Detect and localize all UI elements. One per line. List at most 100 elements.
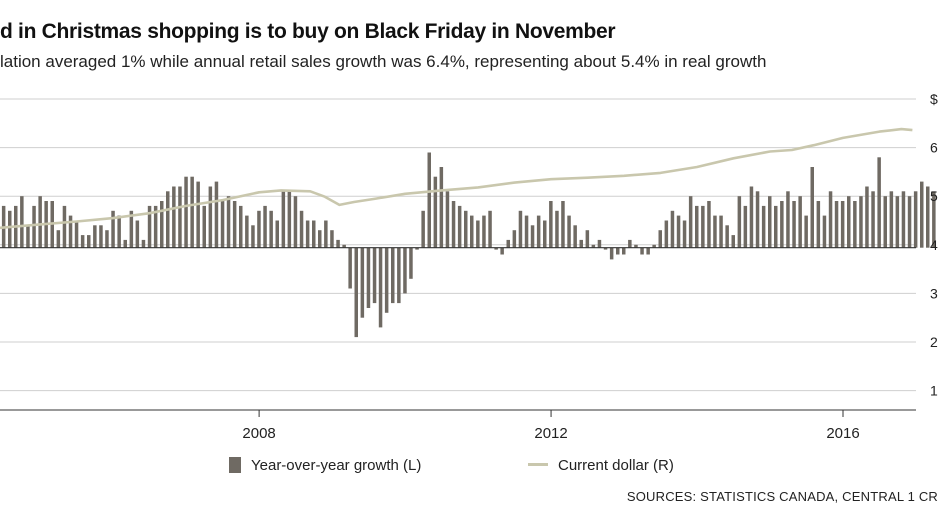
bar xyxy=(859,196,863,248)
right-axis-label: 1 xyxy=(930,383,938,399)
bar xyxy=(701,205,705,248)
bar xyxy=(366,247,371,308)
legend-line-label: Current dollar (R) xyxy=(558,457,674,474)
bar xyxy=(403,247,407,294)
bar xyxy=(628,239,632,248)
bar xyxy=(299,210,304,248)
bar xyxy=(439,167,444,248)
bar xyxy=(737,196,742,248)
bar xyxy=(287,191,292,248)
bar xyxy=(32,205,36,248)
bar xyxy=(105,230,109,248)
bar xyxy=(877,157,881,248)
gridlines xyxy=(0,98,916,392)
bar xyxy=(883,196,887,248)
bar xyxy=(561,201,565,248)
bar xyxy=(135,220,140,248)
bar xyxy=(840,201,845,248)
bar xyxy=(166,191,170,248)
bar xyxy=(524,215,529,248)
bar xyxy=(853,201,857,248)
bar xyxy=(688,196,693,248)
bar xyxy=(828,191,833,248)
bar xyxy=(616,247,620,255)
bar xyxy=(871,191,875,248)
right-axis: $6 5 4 3 2 1 xyxy=(930,91,938,399)
bar xyxy=(926,186,930,248)
bar xyxy=(536,215,541,248)
bar xyxy=(433,176,438,248)
bar xyxy=(865,186,869,248)
chart-title: d in Christmas shopping is to buy on Bla… xyxy=(0,20,616,43)
bar xyxy=(834,201,839,248)
right-axis-label: 3 xyxy=(930,285,938,301)
bar xyxy=(464,210,468,248)
bar xyxy=(792,201,796,248)
bar xyxy=(348,247,352,289)
bar xyxy=(676,215,681,248)
bar xyxy=(500,247,504,255)
bar xyxy=(99,225,103,248)
bar xyxy=(427,152,431,248)
bar xyxy=(755,191,760,248)
bar xyxy=(26,225,30,248)
bar xyxy=(585,230,590,248)
bar xyxy=(378,247,383,328)
bar xyxy=(670,210,675,248)
bar xyxy=(263,205,267,248)
bar xyxy=(816,201,821,248)
bar xyxy=(494,247,498,250)
bar xyxy=(567,215,571,248)
bar xyxy=(354,247,358,338)
bar xyxy=(749,186,754,248)
bar xyxy=(391,247,395,304)
bar xyxy=(281,191,286,248)
bar xyxy=(597,239,602,248)
bar xyxy=(293,196,298,248)
bar xyxy=(913,191,918,248)
x-tick-label: 2012 xyxy=(534,425,567,440)
bar xyxy=(591,244,596,248)
bar xyxy=(38,196,42,248)
bar xyxy=(214,181,219,248)
bar xyxy=(178,186,182,248)
bar xyxy=(470,215,474,248)
bar xyxy=(269,210,273,248)
bar xyxy=(336,239,340,248)
right-axis-label: 5 xyxy=(930,188,938,204)
source-note: SOURCES: STATISTICS CANADA, CENTRAL 1 CR xyxy=(626,489,938,504)
bar xyxy=(488,210,492,248)
bar xyxy=(160,201,164,248)
bar xyxy=(932,191,936,248)
bar xyxy=(622,247,626,255)
bar xyxy=(768,196,772,248)
bar xyxy=(324,220,328,248)
bar xyxy=(682,220,687,248)
bar xyxy=(184,176,188,248)
bar xyxy=(901,191,906,248)
bar xyxy=(743,205,748,248)
bar xyxy=(80,235,85,248)
bar xyxy=(111,210,115,248)
bar xyxy=(719,215,723,248)
bar xyxy=(774,205,778,248)
chart-area: 2008 2012 2016 $6 5 4 3 2 1 xyxy=(0,91,938,440)
bar xyxy=(634,244,638,248)
x-tick-label: 2016 xyxy=(826,425,859,440)
bar xyxy=(652,244,656,248)
bar xyxy=(822,215,827,248)
bar xyxy=(275,220,279,248)
legend-bar-swatch xyxy=(229,457,241,473)
bar xyxy=(232,201,237,248)
bar xyxy=(573,225,577,248)
bar xyxy=(543,220,547,248)
bar xyxy=(305,220,310,248)
bar xyxy=(74,220,79,248)
bar xyxy=(87,235,91,248)
bar xyxy=(196,181,200,248)
bar xyxy=(579,239,583,248)
bar xyxy=(117,215,121,248)
bar xyxy=(457,205,462,248)
bar xyxy=(172,186,176,248)
x-axis: 2008 2012 2016 xyxy=(0,409,916,440)
